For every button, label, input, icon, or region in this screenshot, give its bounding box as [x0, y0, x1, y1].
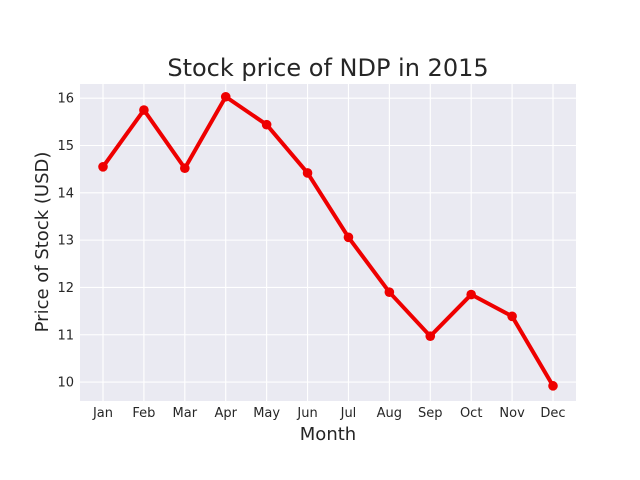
data-point [261, 119, 272, 130]
y-tick-label: 16 [57, 92, 74, 107]
y-tick-labels: 10 11 12 13 14 15 16 [57, 92, 74, 391]
x-tick-labels: Jan Feb Mar Apr May Jun Jul Aug Sep Oct Nov Dec [92, 406, 566, 421]
chart-title: Stock price of NDP in 2015 [167, 54, 488, 82]
y-tick-label: 12 [57, 281, 74, 296]
plot-area [80, 84, 576, 401]
x-tick-label: Dec [540, 406, 565, 421]
y-tick-label: 10 [57, 376, 74, 391]
series-group [98, 91, 558, 391]
data-point [220, 91, 231, 102]
y-tick-label: 11 [57, 328, 74, 343]
data-point [139, 105, 149, 115]
series-line [101, 94, 555, 388]
x-tick-label: Jul [340, 406, 357, 421]
x-gridlines [102, 84, 554, 401]
x-tick-label: Jun [296, 406, 317, 421]
data-point [98, 161, 108, 172]
data-point [384, 287, 395, 297]
x-tick-label: Oct [460, 406, 482, 421]
y-axis-label: Price of Stock (USD) [32, 152, 53, 333]
x-tick-label: Mar [173, 406, 198, 421]
y-gridlines [80, 97, 576, 383]
y-tick-label: 13 [57, 234, 74, 249]
y-tick-label: 14 [57, 186, 74, 201]
data-point [343, 232, 354, 243]
data-point [425, 331, 436, 341]
data-point [507, 311, 517, 322]
x-tick-label: Sep [418, 406, 443, 421]
data-point [302, 168, 313, 178]
x-tick-label: Aug [377, 406, 402, 421]
data-point [466, 289, 476, 300]
x-tick-label: Feb [132, 406, 155, 421]
x-tick-label: Jan [92, 406, 113, 421]
x-tick-label: Apr [214, 406, 237, 421]
x-tick-label: Nov [499, 406, 525, 421]
x-axis-label: Month [300, 424, 356, 445]
x-tick-label: May [253, 406, 280, 421]
data-point [180, 163, 190, 174]
data-point [548, 381, 558, 391]
y-tick-label: 15 [57, 139, 74, 154]
